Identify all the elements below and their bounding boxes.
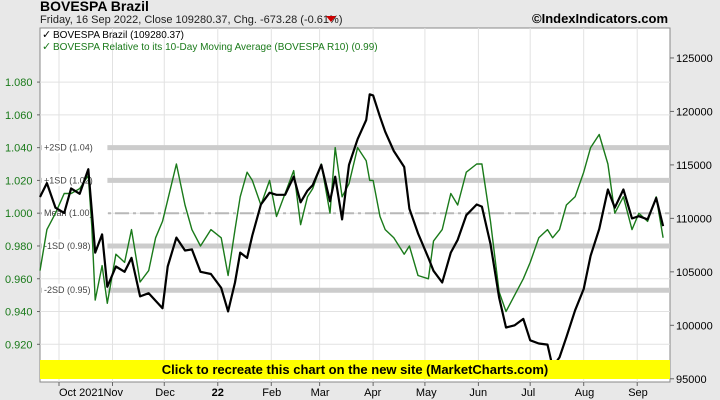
band-label-bg: [42, 283, 108, 296]
x-tick-label: 22: [212, 387, 224, 399]
y-right-tick-label: 115000: [676, 160, 712, 172]
x-tick-label: Oct 2021: [59, 387, 104, 399]
band-label-bg: [42, 173, 108, 186]
legend: ✓ BOVESPA Brazil (109280.37) ✓ BOVESPA R…: [42, 29, 378, 53]
y-left-tick-label: 0.940: [5, 307, 33, 319]
y-left-tick-label: 1.020: [5, 175, 33, 187]
x-tick-label: Jul: [521, 387, 535, 399]
chart-title: BOVESPA Brazil: [40, 0, 149, 14]
chart-subtitle: Friday, 16 Sep 2022, Close 109280.37, Ch…: [40, 14, 342, 26]
x-tick-label: Nov: [103, 387, 123, 399]
y-right-tick-label: 120000: [676, 106, 713, 118]
band-label-bg: [42, 141, 108, 154]
band-label: +1SD (1.02): [44, 175, 93, 185]
legend-entry-index: BOVESPA Brazil (109280.37): [53, 30, 184, 41]
site-credit[interactable]: ©IndexIndicators.com: [532, 11, 668, 26]
y-right-tick-label: 95000: [676, 374, 707, 386]
y-left-tick-label: 0.920: [5, 339, 33, 351]
y-right-tick-label: 105000: [676, 267, 713, 279]
y-left-tick-label: 0.960: [5, 274, 33, 286]
band-label: -2SD (0.95): [44, 285, 91, 295]
x-tick-label: Dec: [155, 387, 175, 399]
x-axis: Oct 2021 Nov Dec 22 Feb Mar Apr May Jun Jul Aug Sep: [58, 382, 648, 399]
band-label: +2SD (1.04): [44, 143, 93, 153]
legend-icon-ratio: ✓: [42, 41, 51, 53]
x-tick-label: May: [416, 387, 437, 399]
banner-text[interactable]: Click to recreate this chart on the new …: [162, 362, 549, 377]
x-tick-label: Sep: [628, 387, 648, 399]
y-right-tick-label: 110000: [676, 213, 712, 225]
banner-background[interactable]: [40, 360, 670, 379]
right-axis: 95000 100000 105000 110000 115000 120000 12500…: [670, 53, 713, 386]
x-tick-label: Feb: [262, 387, 281, 399]
x-tick-label: Mar: [311, 387, 330, 399]
y-left-tick-label: 1.040: [5, 143, 33, 155]
y-left-tick-label: 1.000: [5, 208, 33, 220]
y-left-tick-label: 1.080: [5, 77, 33, 89]
legend-entry-ratio: BOVESPA Relative to its 10-Day Moving Av…: [53, 42, 378, 53]
y-right-tick-label: 125000: [676, 53, 713, 65]
banner[interactable]: Click to recreate this chart on the new …: [40, 360, 670, 379]
band-label: -1SD (0.98): [44, 241, 91, 251]
band-label-bg: [42, 239, 108, 252]
y-right-tick-label: 100000: [676, 320, 713, 332]
x-tick-label: Jun: [469, 387, 487, 399]
plot-area: [39, 27, 671, 383]
legend-icon-index: ✓: [42, 29, 51, 41]
y-left-tick-label: 0.980: [5, 241, 33, 253]
left-axis: 0.920 0.940 0.960 0.980 1.000 1.020 1.040 1.060…: [5, 77, 40, 351]
x-tick-label: Apr: [364, 387, 381, 399]
down-arrow-icon: [326, 16, 336, 22]
x-tick-label: Aug: [575, 387, 595, 399]
band-label: Mean (1.00): [44, 208, 93, 218]
y-left-tick-label: 1.060: [5, 110, 33, 122]
